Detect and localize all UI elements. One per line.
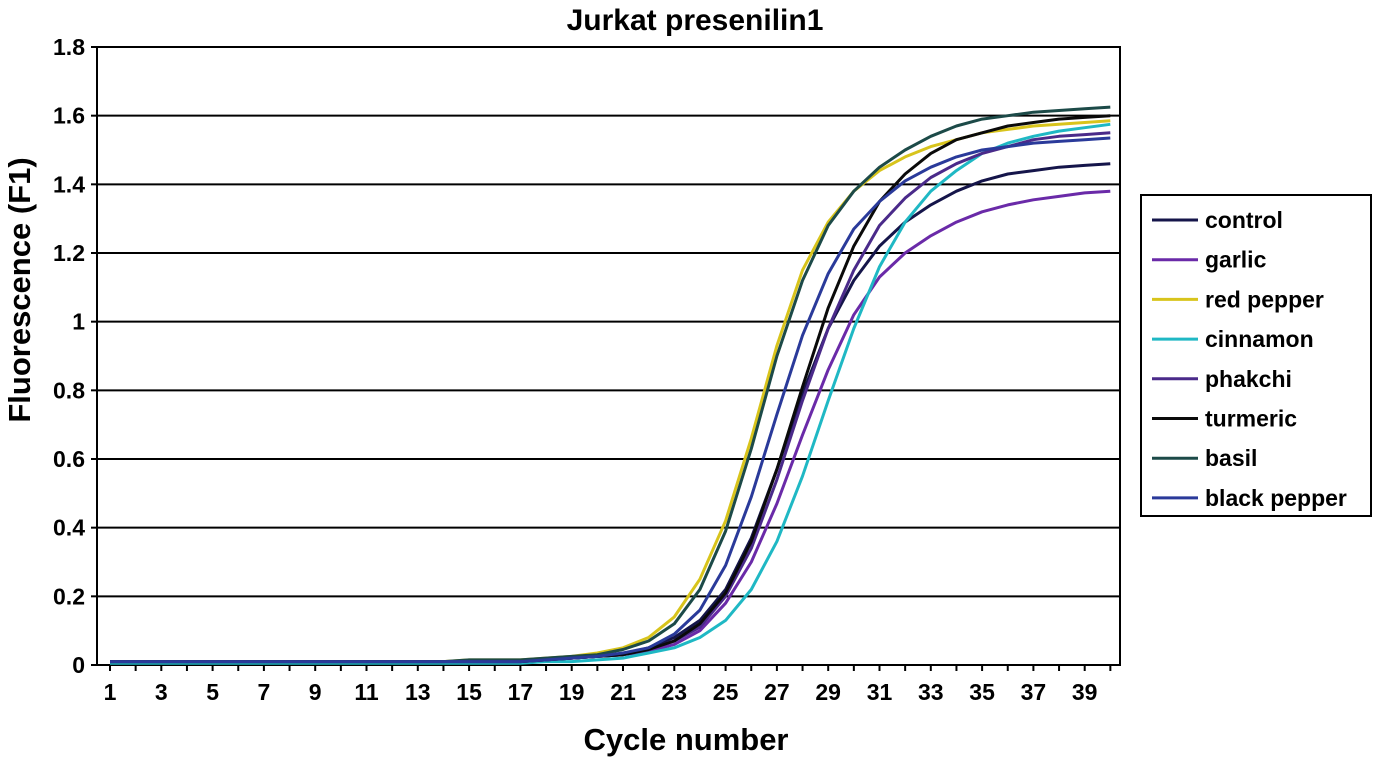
x-tick-label: 19 (559, 679, 585, 705)
legend-label: basil (1205, 445, 1257, 471)
series-line-turmeric (110, 114, 1111, 664)
x-tick-label: 39 (1072, 679, 1098, 705)
legend-item: turmeric (1152, 406, 1297, 432)
series-lines (110, 105, 1111, 665)
y-tick-label: 0.4 (53, 515, 85, 541)
y-tick-label: 0.6 (53, 446, 85, 472)
x-tick-label: 37 (1021, 679, 1047, 705)
x-tick-label: 5 (206, 679, 219, 705)
series-line-control (110, 162, 1111, 664)
x-tick-label: 3 (155, 679, 168, 705)
x-axis-label: Cycle number (583, 722, 788, 757)
series-line-cinnamon (110, 122, 1111, 665)
y-tick-label: 0.2 (53, 583, 85, 609)
x-tick-label: 29 (815, 679, 841, 705)
legend-item: garlic (1152, 247, 1267, 273)
x-tick-label: 23 (662, 679, 688, 705)
legend-item: red pepper (1152, 286, 1324, 312)
x-tick-label: 35 (969, 679, 995, 705)
legend-label: black pepper (1205, 485, 1347, 511)
legend-label: cinnamon (1205, 326, 1314, 352)
legend-item: phakchi (1152, 366, 1292, 392)
x-tick-label: 33 (918, 679, 944, 705)
series-line-phakchi (110, 131, 1111, 664)
y-tick-label: 0.8 (53, 377, 85, 403)
y-tick-label: 1 (72, 309, 85, 335)
series-line-garlic (110, 189, 1111, 664)
legend-label: red pepper (1205, 286, 1324, 312)
x-tick-label: 15 (456, 679, 482, 705)
x-tick-label: 1 (104, 679, 117, 705)
legend-box (1140, 194, 1372, 517)
y-tick-label: 1.2 (53, 240, 85, 266)
x-tick-label: 9 (309, 679, 322, 705)
x-tick-label: 21 (610, 679, 636, 705)
y-tick-label: 1.8 (53, 34, 85, 60)
axis-ticks: 00.20.40.60.811.21.41.61.81 3 5 7 9 11 13 15 17 1… (53, 34, 1112, 705)
legend-item: basil (1152, 445, 1257, 471)
legend-item: cinnamon (1152, 326, 1314, 352)
legend-item: control (1152, 207, 1283, 233)
legend-label: phakchi (1205, 366, 1292, 392)
y-tick-label: 1.6 (53, 103, 85, 129)
x-tick-label: 25 (713, 679, 739, 705)
series-line-black-pepper (110, 136, 1111, 664)
gridlines (97, 114, 1120, 598)
legend-label: control (1205, 207, 1283, 233)
x-tick-label: 17 (508, 679, 534, 705)
legend-label: garlic (1205, 247, 1267, 273)
plot-area (96, 46, 1121, 666)
legend-item: black pepper (1152, 485, 1347, 511)
legend-label: turmeric (1205, 406, 1297, 432)
y-tick-label: 1.4 (53, 171, 85, 197)
legend: control garlic red pepper cinnamon phakchi tu… (1140, 194, 1372, 517)
x-tick-label: 27 (764, 679, 790, 705)
y-tick-label: 0 (72, 652, 85, 678)
x-tick-label: 13 (405, 679, 431, 705)
x-tick-label: 11 (354, 679, 379, 705)
x-tick-label: 31 (867, 679, 893, 705)
y-axis-label: Fluorescence (F1) (2, 157, 37, 422)
chart-title: Jurkat presenilin1 (567, 4, 824, 37)
x-tick-label: 7 (258, 679, 271, 705)
